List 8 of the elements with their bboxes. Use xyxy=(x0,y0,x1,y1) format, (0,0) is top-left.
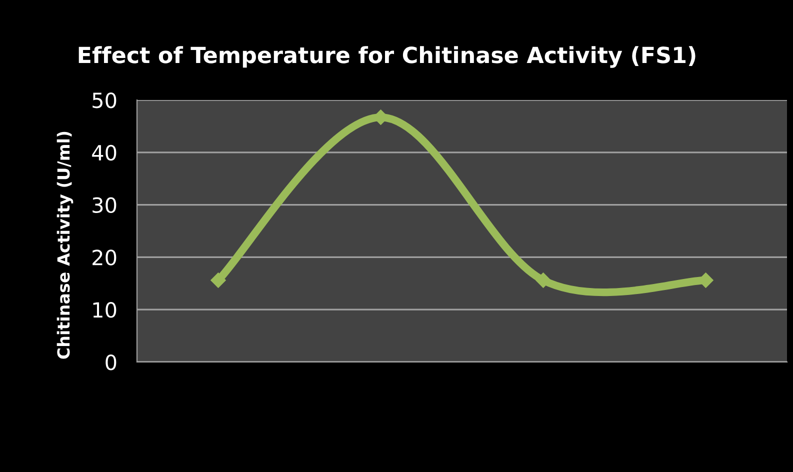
y-tick-label: 0 xyxy=(106,354,116,370)
y-tick-label: 40 xyxy=(92,144,116,161)
y-tick-label: 30 xyxy=(92,197,116,214)
y-axis-title: Chitinase Activity (U/ml) xyxy=(56,132,74,359)
y-tick-label: 50 xyxy=(92,92,116,108)
y-tick-label: 10 xyxy=(93,302,116,318)
y-tick-label: 20 xyxy=(92,250,116,266)
chart-title: Effect of Temperature for Chitinase Activity (FS1) xyxy=(78,46,696,68)
